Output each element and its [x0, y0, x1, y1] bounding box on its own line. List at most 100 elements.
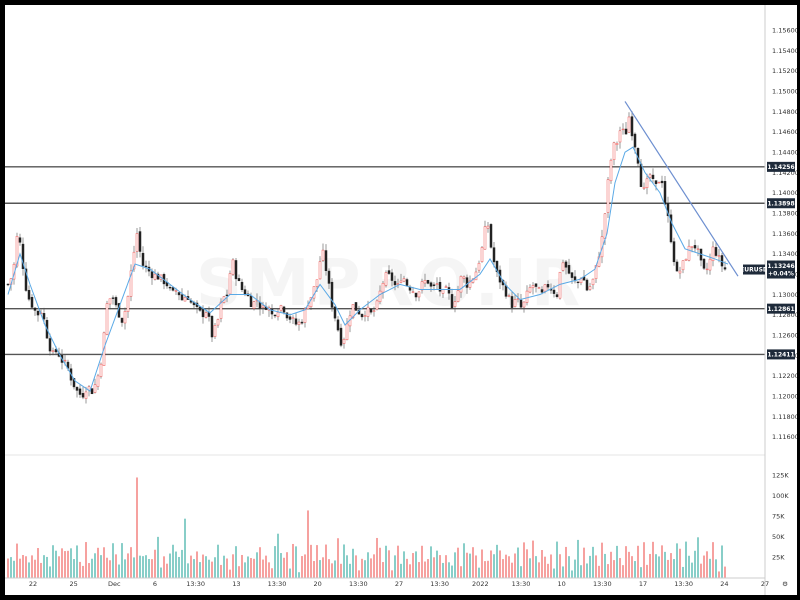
volume-bar: [283, 557, 285, 578]
candle-body: [240, 281, 244, 291]
candle-body: [24, 268, 28, 291]
volume-bar: [154, 549, 156, 578]
volume-bar: [76, 545, 78, 578]
volume-bar: [463, 543, 465, 578]
candle-body: [618, 130, 622, 143]
candle-body: [342, 339, 346, 344]
candle-body: [507, 295, 511, 297]
volume-bar: [313, 561, 315, 578]
candle-body: [450, 294, 454, 309]
candle-body: [492, 247, 496, 263]
time-tick-label: 13:30: [186, 580, 205, 588]
volume-bar: [508, 556, 510, 578]
volume-bar: [442, 562, 444, 578]
volume-bar: [586, 563, 588, 578]
level-price-label: 1.12861: [767, 306, 794, 313]
volume-bar: [490, 550, 492, 578]
candle-body: [528, 287, 532, 293]
candle-body: [276, 312, 280, 318]
candle-body: [360, 313, 364, 318]
volume-bar: [121, 543, 123, 578]
volume-bar: [430, 546, 432, 578]
volume-bar: [208, 559, 210, 578]
volume-bar: [124, 559, 126, 578]
candle-body: [504, 285, 508, 297]
candle-body: [672, 241, 676, 263]
volume-bar: [526, 549, 528, 578]
candle-body: [321, 249, 325, 261]
candle-body: [183, 297, 187, 302]
volume-bar: [409, 564, 411, 578]
volume-bar: [271, 568, 273, 578]
candle-body: [627, 116, 631, 133]
candle-body: [645, 178, 649, 188]
volume-bar: [364, 560, 366, 578]
volume-bar: [142, 556, 144, 578]
candle-body: [519, 299, 523, 308]
candle-body: [234, 260, 238, 280]
horizontal-levels: [5, 166, 765, 456]
candlestick-chart[interactable]: SMPRO.IR 1.156001.154001.152001.150001.1…: [5, 5, 797, 595]
candle-body: [84, 391, 88, 399]
time-tick-label: Dec: [108, 580, 121, 588]
candle-body: [564, 261, 568, 268]
volume-bar: [91, 558, 93, 578]
volume-bar: [712, 542, 714, 578]
volume-bar: [262, 559, 264, 578]
volume-bar: [724, 566, 726, 578]
candle-body: [561, 262, 565, 271]
price-tick-label: 1.15600: [772, 27, 797, 35]
level-price-label: 1.12411: [767, 352, 794, 359]
candle-body: [291, 317, 295, 319]
candle-body: [33, 307, 37, 311]
candle-body: [363, 315, 367, 317]
volume-bar: [235, 546, 237, 578]
price-tick-label: 1.11600: [772, 433, 797, 441]
candle-body: [612, 142, 616, 160]
candle-body: [432, 284, 436, 286]
candle-body: [108, 298, 112, 305]
volume-bar: [361, 558, 363, 578]
candle-body: [15, 236, 19, 267]
candle-body: [333, 306, 337, 319]
candle-body: [219, 301, 223, 319]
candle-body: [318, 261, 322, 280]
candle-body: [663, 181, 667, 205]
volume-bar: [190, 555, 192, 578]
volume-bar: [640, 567, 642, 578]
volume-bar: [667, 559, 669, 578]
volume-bar: [163, 556, 165, 578]
last-price-tag: [767, 260, 795, 279]
candle-body: [405, 279, 409, 286]
volume-bar: [385, 545, 387, 578]
settings-gear-icon[interactable]: ⚙: [782, 580, 788, 588]
candle-body: [438, 281, 442, 292]
volume-bar: [64, 551, 66, 578]
candle-body: [465, 277, 469, 288]
volume-bar: [88, 563, 90, 578]
candle-body: [696, 248, 700, 250]
price-tick-label: 1.12000: [772, 392, 797, 400]
candle-body: [135, 233, 139, 252]
volume-bar: [571, 570, 573, 578]
volume-bar: [229, 569, 231, 578]
candle-body: [303, 308, 307, 323]
candle-body: [468, 280, 472, 288]
candle-body: [120, 317, 124, 323]
candle-body: [282, 306, 286, 313]
time-tick-label: 27: [761, 580, 769, 588]
volume-bar: [43, 555, 45, 578]
volume-bar: [139, 555, 141, 578]
volume-bar: [118, 564, 120, 578]
candle-body: [567, 265, 571, 274]
volume-bar: [187, 563, 189, 578]
volume-bar: [193, 559, 195, 578]
volume-bar: [478, 567, 480, 578]
volume-bar: [637, 545, 639, 578]
candle-body: [201, 309, 205, 318]
candle-body: [654, 180, 658, 184]
volume-bar: [325, 544, 327, 578]
price-tick-label: 1.14200: [772, 169, 797, 177]
volume-bar: [292, 543, 294, 578]
candle-body: [249, 295, 253, 307]
